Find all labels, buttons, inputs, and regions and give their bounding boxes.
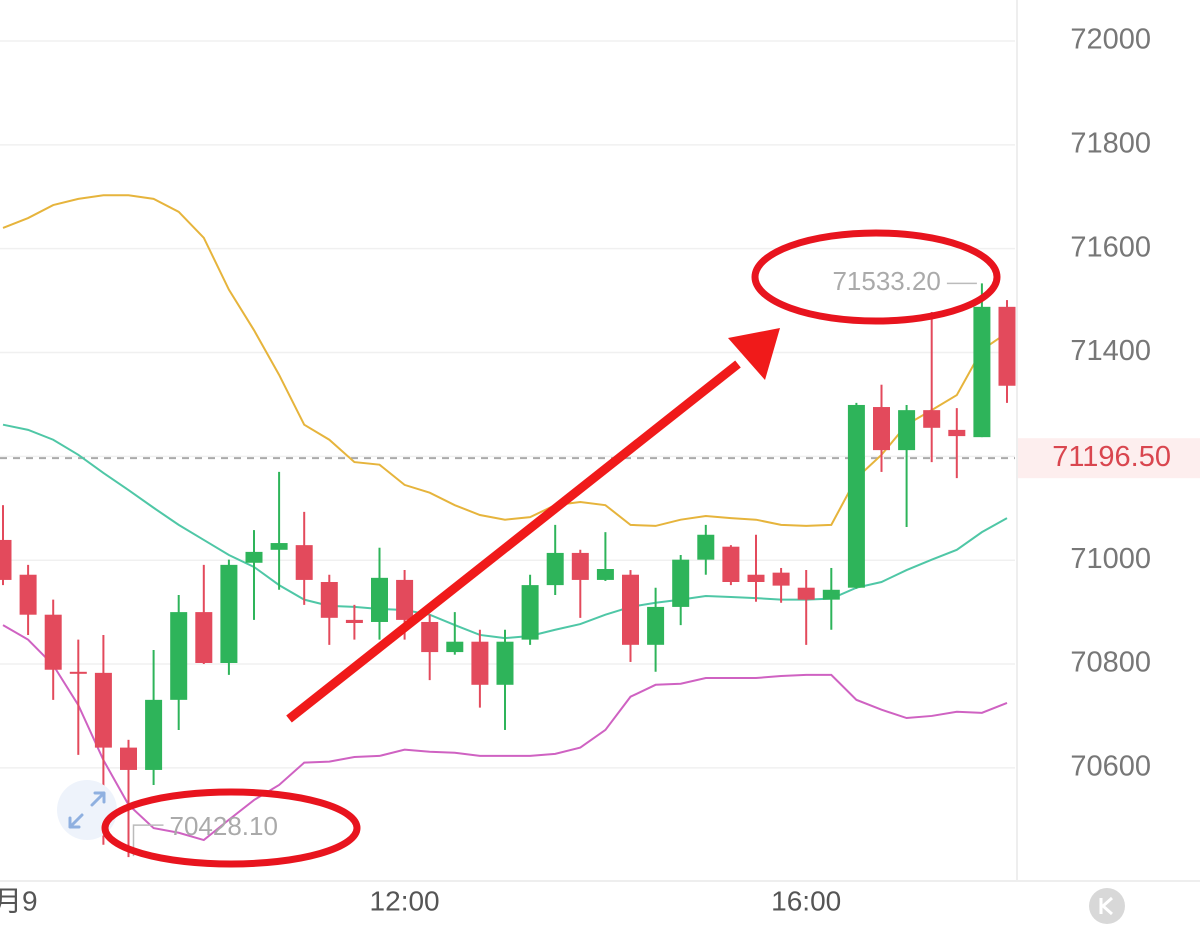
x-tick-label: 月9 bbox=[0, 885, 38, 916]
candle-body bbox=[371, 577, 388, 622]
candle-body bbox=[521, 585, 539, 640]
k-button-bg bbox=[1089, 888, 1125, 924]
candle-body bbox=[822, 589, 840, 600]
candle-body bbox=[295, 545, 313, 580]
y-tick-label: 71800 bbox=[1070, 128, 1151, 160]
candle-body bbox=[245, 551, 263, 563]
highlight-ellipse bbox=[751, 229, 1001, 325]
candle-body bbox=[421, 621, 439, 653]
indicator-line bbox=[2, 624, 1008, 842]
candle-body bbox=[44, 614, 62, 670]
candle-body bbox=[170, 612, 188, 700]
candle-body bbox=[94, 672, 112, 748]
candle-body bbox=[320, 581, 338, 618]
candle-body bbox=[672, 559, 690, 607]
y-tick-label: 70600 bbox=[1070, 751, 1151, 783]
current-price-bg bbox=[1018, 438, 1200, 479]
candle-body bbox=[345, 619, 363, 624]
candle-body bbox=[195, 612, 213, 663]
candle-body bbox=[396, 579, 414, 620]
candle-body bbox=[697, 534, 715, 560]
candle-body bbox=[797, 587, 815, 600]
x-tick-label: 12:00 bbox=[370, 885, 440, 916]
candle-body bbox=[873, 407, 890, 451]
candle-body bbox=[847, 404, 865, 588]
candle-body bbox=[471, 641, 489, 685]
candle-body bbox=[596, 569, 614, 580]
k-button[interactable] bbox=[1089, 888, 1125, 924]
candle-body bbox=[496, 641, 514, 685]
y-tick-label: 72000 bbox=[1070, 24, 1151, 56]
candle-body bbox=[69, 671, 87, 674]
annotation-label: 71533.20 bbox=[832, 266, 940, 296]
candle-body bbox=[722, 546, 740, 582]
y-tick-label: 71000 bbox=[1070, 543, 1151, 575]
x-tick-label: 16:00 bbox=[771, 885, 841, 916]
candle-body bbox=[973, 306, 991, 438]
candle-body bbox=[948, 429, 966, 437]
y-tick-label: 70800 bbox=[1070, 647, 1151, 679]
candle-body bbox=[546, 552, 564, 586]
trend-arrow-shaft bbox=[286, 360, 741, 723]
annotation-leader bbox=[132, 824, 164, 857]
candle-body bbox=[446, 641, 464, 653]
candle-body bbox=[998, 306, 1016, 386]
candle-body bbox=[772, 572, 790, 586]
candle-body bbox=[622, 574, 639, 645]
candle-body bbox=[145, 699, 163, 770]
candle-body bbox=[120, 747, 137, 770]
candle-body bbox=[923, 410, 941, 428]
y-tick-label: 71400 bbox=[1070, 335, 1151, 367]
candle-body bbox=[747, 574, 765, 582]
current-price-label: 71196.50 bbox=[1052, 441, 1171, 473]
expand-icon-glyph bbox=[68, 791, 106, 829]
candle-body bbox=[270, 543, 288, 550]
candle-body bbox=[220, 564, 238, 663]
candle-body bbox=[898, 410, 916, 451]
highlight-ellipse bbox=[101, 788, 361, 868]
indicator-line bbox=[2, 194, 1008, 527]
candle-body bbox=[647, 606, 665, 645]
annotation-label: 70428.10 bbox=[170, 811, 278, 841]
y-tick-label: 71600 bbox=[1070, 231, 1151, 263]
candle-body bbox=[0, 539, 12, 580]
k-button-glyph bbox=[1099, 896, 1113, 916]
plot-area: 7060070800710007120071400716007180072000… bbox=[0, 24, 1200, 916]
trend-arrow-head bbox=[728, 328, 780, 380]
candle-body bbox=[19, 574, 37, 615]
candle-body bbox=[571, 552, 589, 580]
